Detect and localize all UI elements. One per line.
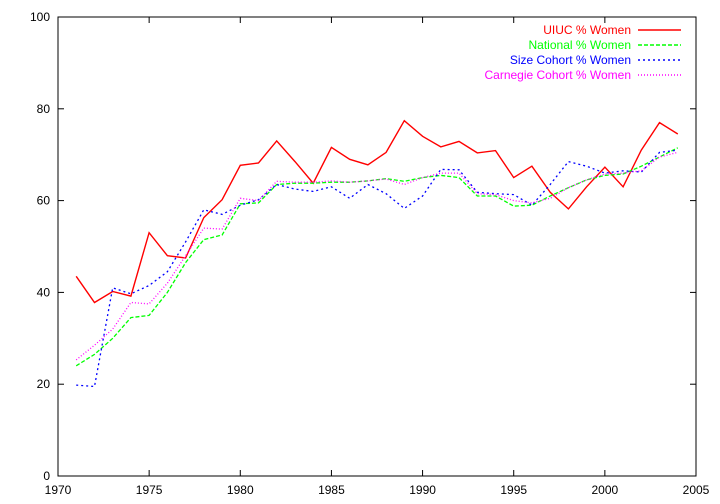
y-tick-labels: 0 20 40 60 80 100 xyxy=(30,10,50,483)
x-tick-label: 1975 xyxy=(136,483,163,497)
x-tick-label: 2005 xyxy=(683,483,710,497)
x-tick-label: 1990 xyxy=(409,483,436,497)
series-lines xyxy=(75,119,679,388)
y-tick-label: 60 xyxy=(37,194,51,208)
x-tick-label: 1985 xyxy=(318,483,345,497)
legend-label: UIUC % Women xyxy=(543,23,631,37)
x-tick-label: 1995 xyxy=(500,483,527,497)
legend-label: Carnegie Cohort % Women xyxy=(484,68,631,82)
legend-label: Size Cohort % Women xyxy=(510,53,631,67)
series-line-0 xyxy=(75,119,679,304)
x-tick-label: 2000 xyxy=(592,483,619,497)
y-tick-label: 100 xyxy=(30,10,50,24)
series-line-2 xyxy=(76,149,678,388)
axis-ticks xyxy=(57,16,697,477)
x-tick-label: 1970 xyxy=(45,483,72,497)
plot-frame xyxy=(57,16,697,477)
y-tick-label: 80 xyxy=(37,102,51,116)
x-tick-label: 1980 xyxy=(227,483,254,497)
y-tick-label: 0 xyxy=(43,469,50,483)
series-line-1 xyxy=(75,147,679,367)
y-tick-label: 40 xyxy=(37,285,51,299)
y-tick-label: 20 xyxy=(37,377,51,391)
x-tick-labels: 1970 1975 1980 1985 1990 1995 2000 2005 xyxy=(45,483,710,497)
legend-label: National % Women xyxy=(529,38,632,52)
series-line-3 xyxy=(75,151,678,361)
